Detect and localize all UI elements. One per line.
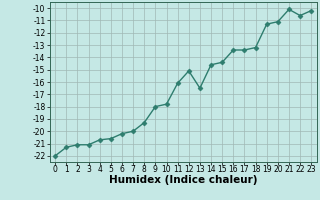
- X-axis label: Humidex (Indice chaleur): Humidex (Indice chaleur): [109, 175, 258, 185]
